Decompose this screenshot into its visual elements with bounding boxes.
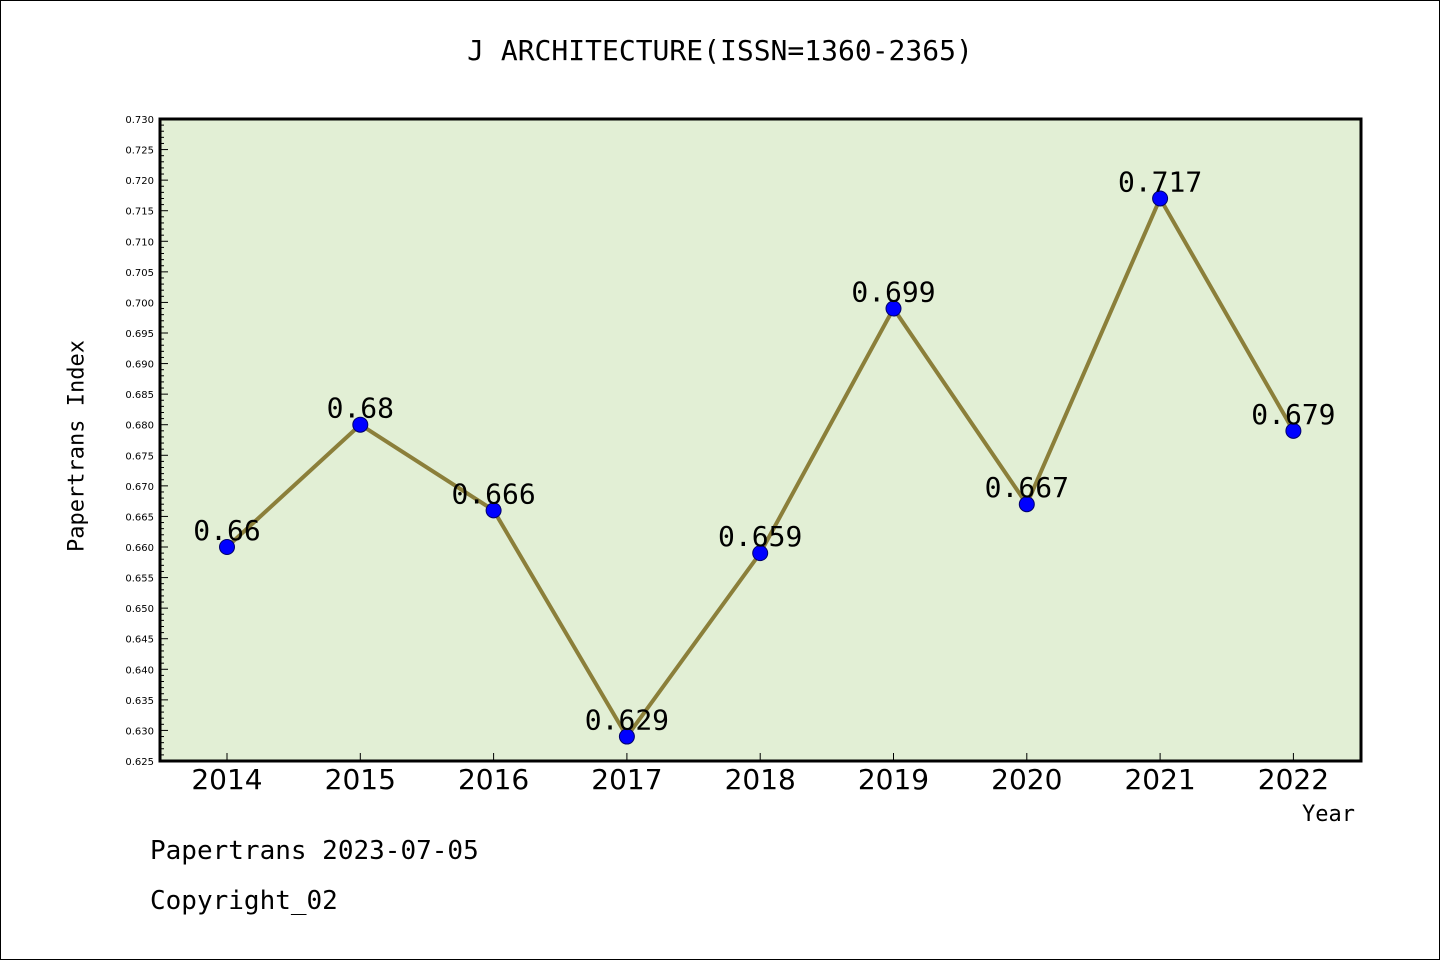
data-point <box>219 539 235 555</box>
y-tick-label: 0.705 <box>125 268 154 279</box>
y-tick-label: 0.660 <box>125 543 154 554</box>
x-tick-label: 2016 <box>458 763 529 796</box>
x-tick-label: 2022 <box>1258 763 1329 796</box>
y-tick-label: 0.675 <box>125 451 154 462</box>
y-tick-label: 0.665 <box>125 512 154 523</box>
data-label: 0.666 <box>451 477 535 510</box>
data-point <box>618 728 635 745</box>
x-tick-label: 2020 <box>991 763 1062 796</box>
y-tick-label: 0.725 <box>125 146 154 157</box>
y-tick-label: 0.730 <box>125 115 154 126</box>
y-tick-label: 0.710 <box>125 237 154 248</box>
data-label: 0.667 <box>985 471 1069 504</box>
x-tick-label: 2015 <box>325 763 396 796</box>
y-tick-label: 0.670 <box>125 482 154 493</box>
data-point <box>1018 496 1035 513</box>
y-tick-label: 0.715 <box>125 207 154 218</box>
y-tick-label: 0.680 <box>125 421 154 432</box>
x-tick-label: 2014 <box>191 763 262 796</box>
data-label: 0.629 <box>585 704 669 737</box>
data-point <box>485 502 502 519</box>
data-label: 0.717 <box>1118 165 1202 198</box>
y-tick-label: 0.700 <box>125 298 154 309</box>
x-tick-label: 2019 <box>858 763 929 796</box>
data-point <box>1152 190 1169 207</box>
chart-title: J ARCHITECTURE(ISSN=1360-2365) <box>467 34 973 67</box>
data-label: 0.66 <box>193 514 260 547</box>
data-label: 0.659 <box>718 520 802 553</box>
y-tick-label: 0.625 <box>125 757 154 768</box>
plot-border <box>158 117 1363 763</box>
y-tick-label: 0.685 <box>125 390 154 401</box>
data-point <box>885 300 902 317</box>
data-point <box>752 545 769 562</box>
data-label: 0.679 <box>1251 398 1335 431</box>
x-tick-label: 2017 <box>591 763 662 796</box>
data-label: 0.699 <box>851 276 935 309</box>
y-tick-label: 0.720 <box>125 176 154 187</box>
data-point <box>1285 422 1302 439</box>
data-point <box>352 416 369 433</box>
y-tick-label: 0.650 <box>125 604 154 615</box>
footer-date: Papertrans 2023-07-05 <box>150 836 479 866</box>
y-tick-label: 0.690 <box>125 360 154 371</box>
x-tick-label: 2018 <box>725 763 796 796</box>
y-tick-label: 0.645 <box>125 635 154 646</box>
data-label: 0.68 <box>327 392 394 425</box>
y-tick-label: 0.695 <box>125 329 154 340</box>
plot-area <box>160 119 1361 761</box>
y-tick-label: 0.655 <box>125 574 154 585</box>
x-axis-label: Year <box>1302 802 1355 827</box>
x-tick-label: 2021 <box>1124 763 1195 796</box>
y-tick-label: 0.640 <box>125 665 154 676</box>
y-tick-label: 0.630 <box>125 726 154 737</box>
y-tick-label: 0.635 <box>125 696 154 707</box>
footer-copyright: Copyright_02 <box>150 886 338 916</box>
